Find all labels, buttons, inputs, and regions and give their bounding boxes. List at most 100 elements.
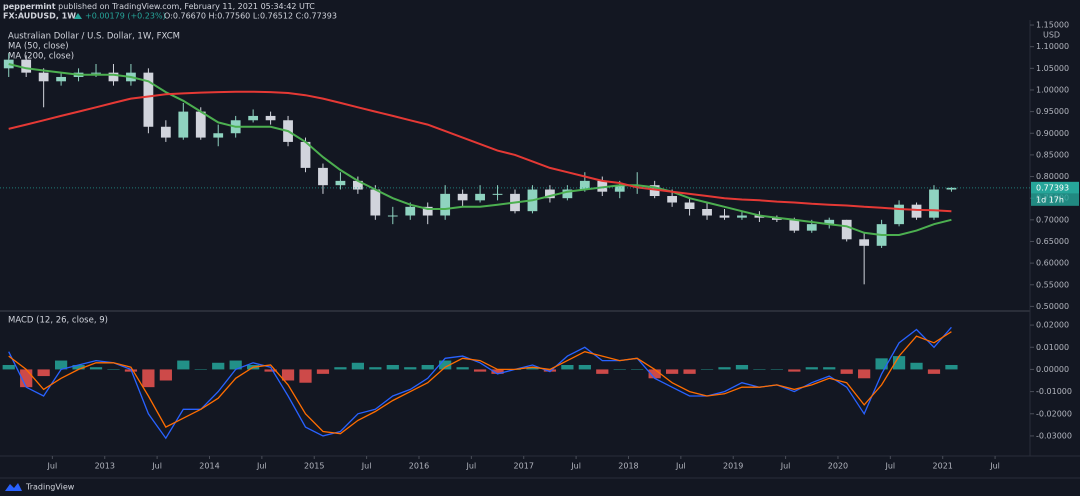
x-tick-label: 2015: [304, 462, 324, 471]
candle-body: [702, 209, 712, 216]
author: peppermint: [3, 2, 56, 11]
candle-body: [387, 215, 398, 217]
y-tick-label: 0.55000: [1036, 280, 1069, 289]
candle-body: [771, 217, 782, 220]
candle-body: [300, 141, 311, 168]
macd-y-tick-label: -0.01000: [1036, 387, 1072, 396]
candle-body: [178, 111, 189, 138]
x-tick-label: Jul: [675, 462, 686, 471]
macd-histogram-bar: [177, 360, 190, 370]
macd-y-tick-label: 0.02000: [1036, 321, 1069, 330]
candle-body: [894, 204, 904, 225]
x-tick-label: 2020: [828, 462, 848, 471]
macd-histogram-bar: [89, 367, 103, 370]
macd-histogram-bar: [631, 369, 644, 370]
candle-body: [597, 180, 608, 192]
logo-icon: [5, 483, 22, 491]
x-tick-label: 2014: [199, 462, 219, 471]
candle-body: [859, 239, 870, 246]
y-tick-label: 0.95000: [1036, 107, 1069, 116]
y-tick-label: 1.00000: [1036, 85, 1069, 94]
macd-histogram-bar: [264, 369, 277, 372]
chart-title: Australian Dollar / U.S. Dollar, 1W, FXC…: [8, 32, 180, 42]
macd-histogram-bar: [840, 369, 853, 374]
macd-y-tick-label: 0.00000: [1036, 365, 1069, 374]
candle-body: [143, 72, 154, 127]
macd-histogram-bar: [805, 367, 818, 370]
macd-histogram-bar: [54, 360, 68, 370]
macd-histogram-bar: [648, 369, 661, 379]
y-tick-label: 0.70000: [1036, 215, 1069, 224]
candle-body: [789, 219, 800, 231]
macd-histogram-bar: [351, 362, 364, 370]
macd-title: MACD (12, 26, close, 9): [8, 316, 108, 326]
candle-body: [737, 215, 747, 218]
macd-y-tick-label: 0.01000: [1036, 343, 1069, 352]
candle-body: [614, 185, 625, 192]
macd-histogram-bar: [526, 367, 539, 370]
up-arrow: [74, 13, 82, 19]
candle-body: [667, 196, 678, 203]
macd-histogram-bar: [596, 369, 609, 374]
macd-histogram-bar: [945, 364, 958, 370]
x-tick-label: 2013: [95, 462, 115, 471]
macd-histogram-bar: [753, 369, 766, 370]
y-tick-label: 0.90000: [1036, 129, 1069, 138]
x-tick-label: Jul: [780, 462, 791, 471]
macd-histogram-bar: [613, 369, 626, 370]
candle-body: [160, 126, 171, 138]
macd-histogram-bar: [229, 360, 242, 370]
x-tick-label: Jul: [885, 462, 896, 471]
macd-line: [8, 326, 952, 440]
macd-histogram-bar: [892, 356, 906, 370]
candle-body: [841, 219, 852, 240]
macd-y-tick-label: -0.02000: [1036, 409, 1072, 418]
macd-histogram-bar: [770, 369, 783, 370]
x-tick-label: Jul: [570, 462, 581, 471]
candle-body: [579, 180, 590, 190]
ohlc: O:0.76670 H:0.77560 L:0.76512 C:0.77393: [164, 12, 337, 21]
y-tick-label: 1.05000: [1036, 64, 1069, 73]
macd-histogram-bar: [281, 369, 295, 381]
symbol: FX:AUDUSD, 1W: [3, 12, 76, 21]
macd-histogram-bar: [718, 367, 731, 370]
macd-histogram-bar: [334, 367, 347, 370]
y-tick-label: 1.10000: [1036, 42, 1069, 51]
macd-y-tick-label: -0.03000: [1036, 431, 1072, 440]
x-tick-label: Jul: [989, 462, 1000, 471]
macd-histogram-bar: [735, 364, 749, 370]
candle-body: [213, 133, 224, 138]
y-tick-label: 0.65000: [1036, 237, 1069, 246]
publish-line: peppermint published on TradingView.com,…: [3, 2, 315, 11]
published: published on TradingView.com, February 1…: [58, 2, 315, 11]
candle-body: [91, 72, 101, 74]
macd-histogram-bar: [683, 369, 696, 374]
candle-body: [754, 215, 765, 218]
x-tick-label: Jul: [466, 462, 477, 471]
macd-histogram-bar: [404, 367, 417, 370]
macd-histogram-bar: [107, 369, 120, 370]
candle-body: [911, 204, 922, 218]
macd-histogram-bar: [666, 369, 679, 374]
macd-histogram-bar: [578, 364, 591, 370]
y-tick-label: 0.80000: [1036, 172, 1069, 181]
candle-body: [684, 202, 695, 210]
candle-body: [405, 206, 416, 216]
countdown-box: [1031, 193, 1079, 206]
macd-histogram-bar: [2, 364, 15, 370]
y-axis-unit: USD: [1043, 31, 1060, 40]
macd-histogram-bar: [316, 369, 330, 374]
candle-body: [457, 193, 468, 201]
macd-histogram-bar: [142, 369, 155, 388]
candle-body: [492, 193, 503, 195]
candle-body: [649, 185, 660, 197]
legend-ma200: MA (200, close): [8, 52, 74, 62]
macd-line: [8, 331, 952, 435]
x-tick-label: 2021: [933, 462, 953, 471]
candle-body: [806, 224, 817, 231]
candle-body: [21, 59, 32, 73]
candle-body: [352, 180, 363, 190]
candle-body: [562, 189, 573, 199]
candle-body: [929, 189, 939, 218]
y-tick-label: 0.60000: [1036, 259, 1069, 268]
